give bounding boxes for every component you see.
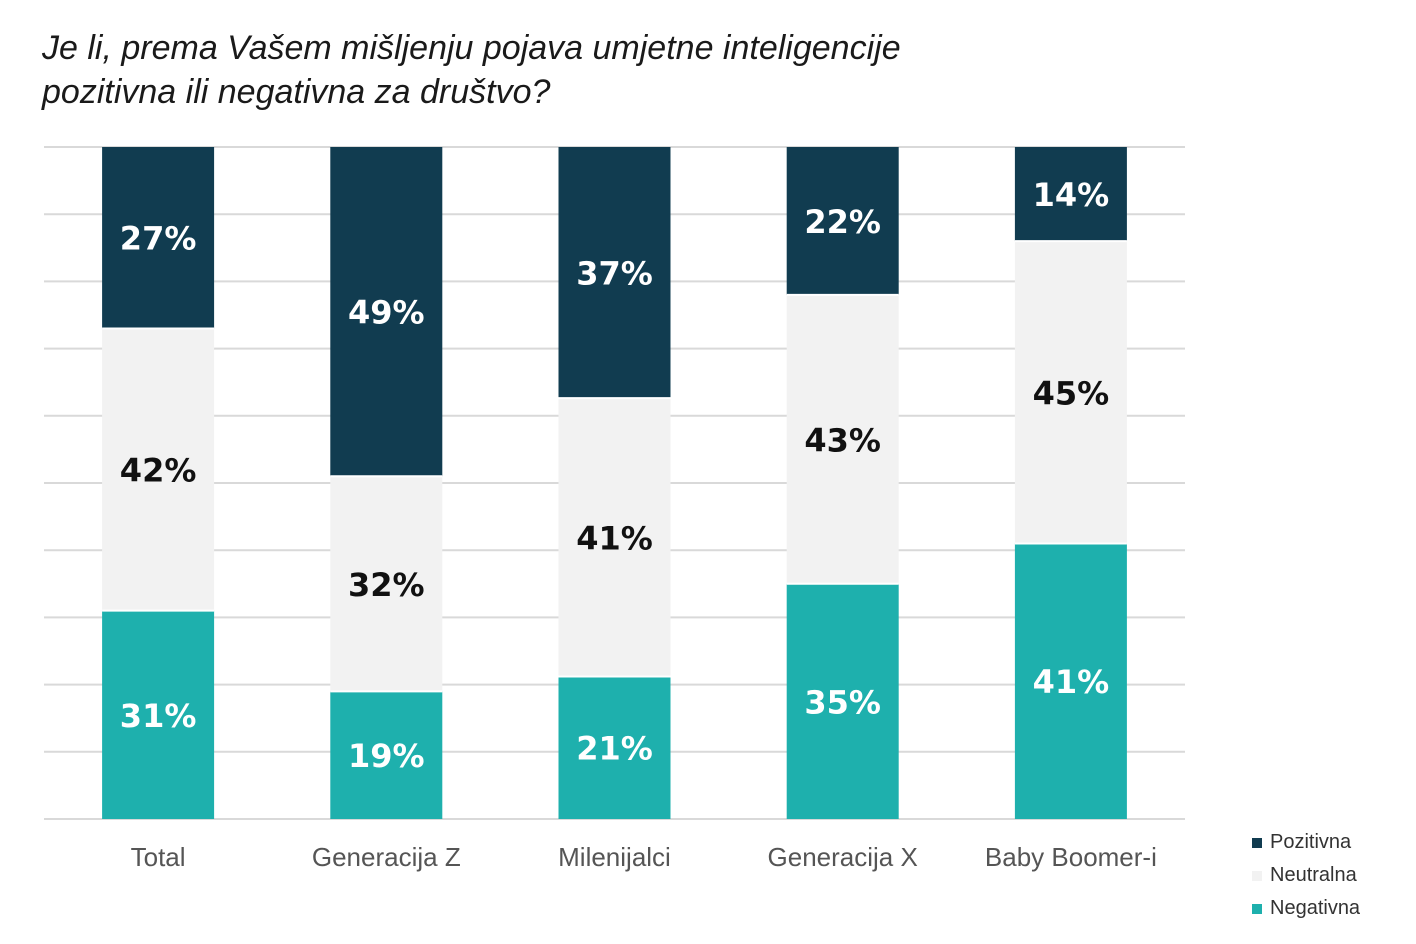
legend: Pozitivna Neutralna Negativna [1252,826,1360,925]
bar-segment-pozitivna-milenijalci [558,147,671,399]
data-label-neutralna-milenijalci: 41% [576,519,653,557]
legend-label-neutralna: Neutralna [1270,864,1357,886]
chart-title: Je li, prema Vašem mišljenju pojava umje… [42,26,1142,114]
bar-segment-negativna-milenijalci [558,676,671,819]
bar-segment-neutralna-baby-boomer-i [1014,241,1127,544]
chart-title-line-2: pozitivna ili negativna za društvo? [42,73,551,111]
bar-segment-negativna-generacija-z [330,691,443,819]
data-label-negativna-milenijalci: 21% [576,730,653,768]
data-label-negativna-baby-boomer-i: 41% [1033,663,1110,701]
bar-segment-pozitivna-total [102,147,215,329]
data-label-neutralna-baby-boomer-i: 45% [1033,374,1110,412]
legend-label-negativna: Negativna [1270,897,1361,919]
x-tick-label-generacija-z: Generacija Z [312,842,461,872]
legend-label-pozitivna: Pozitivna [1270,831,1352,853]
x-tick-label-total: Total [131,842,186,872]
legend-item-neutralna: Neutralna [1252,859,1360,892]
data-label-negativna-total: 31% [120,697,197,735]
bar-segment-negativna-generacija-x [786,583,899,819]
legend-item-pozitivna: Pozitivna [1252,826,1360,859]
data-label-neutralna-generacija-x: 43% [804,421,881,459]
data-label-neutralna-generacija-z: 32% [348,566,425,604]
legend-swatch-negativna [1252,903,1262,914]
x-tick-label-baby-boomer-i: Baby Boomer-i [985,842,1157,872]
x-tick-label-milenijalci: Milenijalci [558,842,671,872]
legend-item-negativna: Negativna [1252,892,1360,925]
bar-segment-negativna-total [102,610,215,819]
data-label-negativna-generacija-x: 35% [804,683,881,721]
bar-segment-neutralna-generacija-x [786,294,899,584]
bar-segment-neutralna-total [102,328,215,611]
legend-swatch-pozitivna [1252,837,1262,848]
bar-segment-pozitivna-generacija-x [786,147,899,295]
bar-segment-pozitivna-baby-boomer-i [1014,147,1127,242]
legend-swatch-neutralna [1252,870,1262,881]
bar-segment-pozitivna-generacija-z [330,147,443,477]
data-label-pozitivna-milenijalci: 37% [576,255,653,293]
bar-segment-neutralna-generacija-z [330,476,443,692]
x-tick-label-generacija-x: Generacija X [768,842,918,872]
data-label-negativna-generacija-z: 19% [348,737,425,775]
bar-segment-negativna-baby-boomer-i [1014,543,1127,819]
data-label-pozitivna-total: 27% [120,220,197,258]
data-label-pozitivna-generacija-x: 22% [804,203,881,241]
data-label-neutralna-total: 42% [120,452,197,490]
bar-segment-neutralna-milenijalci [558,398,671,677]
data-label-pozitivna-baby-boomer-i: 14% [1033,176,1110,214]
data-label-pozitivna-generacija-z: 49% [348,294,425,332]
chart-title-line-1: Je li, prema Vašem mišljenju pojava umje… [42,29,901,67]
